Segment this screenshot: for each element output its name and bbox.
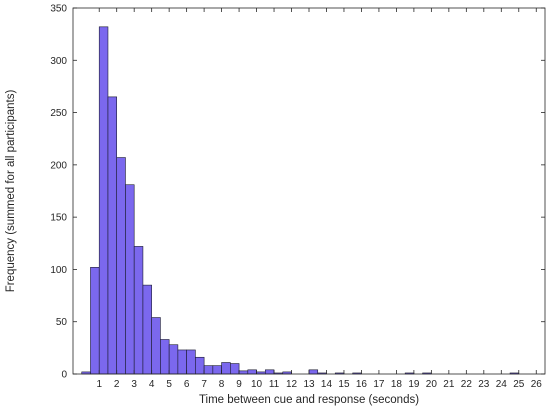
x-tick-label: 20: [426, 379, 438, 390]
x-tick-label: 19: [408, 379, 420, 390]
x-tick-label: 26: [531, 379, 543, 390]
x-tick-label: 12: [286, 379, 298, 390]
y-tick-label: 250: [50, 108, 67, 119]
x-tick-label: 18: [391, 379, 403, 390]
x-tick-label: 14: [321, 379, 333, 390]
x-tick-label: 10: [251, 379, 263, 390]
histogram-bar: [98, 26, 109, 375]
x-tick-label: 8: [219, 379, 225, 390]
histogram-bar: [238, 370, 249, 375]
x-tick-label: 2: [114, 379, 120, 390]
histogram-bar: [116, 157, 126, 375]
y-tick-label: 300: [50, 56, 67, 67]
x-tick-label: 1: [96, 379, 102, 390]
x-tick-label: 4: [149, 379, 155, 390]
histogram-bar: [125, 184, 135, 375]
x-tick-label: 13: [303, 379, 315, 390]
y-tick-label: 200: [50, 160, 67, 171]
histogram-bar: [160, 339, 170, 375]
y-tick-label: 0: [61, 370, 67, 381]
x-tick-label: 25: [513, 379, 525, 390]
x-tick-label: 22: [461, 379, 473, 390]
x-tick-label: 15: [338, 379, 350, 390]
histogram-bar: [230, 363, 240, 375]
x-tick-label: 3: [131, 379, 137, 390]
histogram-bar: [186, 349, 196, 375]
y-tick-label: 100: [50, 265, 67, 276]
histogram-bar: [203, 365, 214, 375]
x-tick-label: 17: [373, 379, 385, 390]
histogram-bar: [177, 349, 187, 375]
histogram-bar: [168, 344, 179, 375]
histogram-bar: [264, 369, 275, 375]
y-tick-label: 50: [56, 317, 68, 328]
y-axis-label: Frequency (summed for all participants): [5, 90, 17, 293]
x-tick-label: 9: [236, 379, 242, 390]
x-tick-label: 11: [269, 379, 280, 390]
histogram-bar: [212, 365, 222, 375]
x-tick-label: 24: [496, 379, 508, 390]
x-tick-label: 21: [443, 379, 455, 390]
x-tick-label: 6: [184, 379, 190, 390]
y-tick-label: 150: [50, 213, 67, 224]
y-tick-label: 350: [50, 4, 67, 15]
histogram-bar: [107, 96, 118, 375]
x-tick-label: 16: [356, 379, 368, 390]
histogram-bar: [308, 369, 319, 375]
histogram-bar: [195, 356, 205, 375]
histogram-bar: [151, 317, 161, 375]
histogram-bar: [247, 369, 257, 375]
x-tick-label: 7: [201, 379, 207, 390]
bars-layer: [81, 26, 520, 375]
x-axis-label: Time between cue and response (seconds): [199, 394, 419, 406]
x-tick-label: 23: [478, 379, 490, 390]
x-tick-label: 5: [166, 379, 172, 390]
histogram-bar: [133, 246, 144, 375]
histogram-bar: [142, 284, 152, 375]
histogram-bar: [221, 362, 231, 375]
ticks-layer: 1 2 3 4 5 6 7 8 9 10 11 12 13 14 15 16 17 18 19 20 21 22 23 24 2…: [50, 4, 545, 390]
histogram-bar: [90, 267, 100, 375]
